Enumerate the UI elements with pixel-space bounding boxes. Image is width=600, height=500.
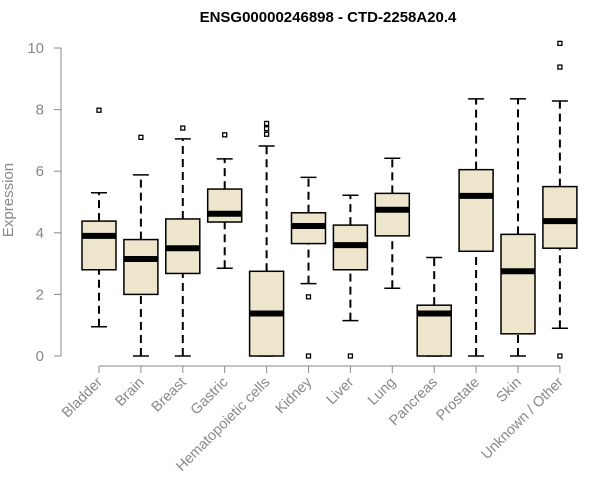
box-breast (165, 125, 201, 357)
outlier-point (263, 120, 270, 127)
box-hematopoietic-cells (248, 120, 285, 357)
outlier-point (180, 125, 186, 131)
box-gastric (206, 132, 243, 269)
box-brain (123, 134, 159, 357)
outlier-point (557, 64, 563, 70)
box-pancreas (416, 256, 452, 357)
outlier-point (263, 126, 270, 132)
outlier-point (263, 131, 270, 137)
x-tick-label: Brain (112, 375, 147, 410)
x-tick-label: Prostate (433, 375, 482, 424)
box-rect (458, 168, 494, 253)
box-rect (206, 188, 243, 223)
outlier-point (96, 107, 102, 113)
outlier-point (557, 40, 563, 47)
boxes-group (81, 40, 578, 359)
y-axis-label: Expression (0, 163, 17, 237)
outlier-point (557, 353, 563, 359)
box-bladder (81, 107, 117, 328)
x-tick-label: Bladder (59, 374, 106, 421)
x-tick-label: Breast (149, 375, 190, 416)
box-liver (332, 194, 369, 359)
box-lung (374, 157, 411, 289)
box-rect (81, 220, 117, 271)
x-tick-label: Skin (494, 375, 525, 406)
outlier-point (305, 294, 312, 300)
x-tick-label: Liver (324, 374, 358, 408)
y-tick-label: 6 (36, 163, 44, 180)
outlier-point (347, 353, 354, 359)
y-axis: 0 2 4 6 8 10 (27, 40, 62, 365)
x-tick-label: Lung (365, 375, 399, 409)
box-rect (123, 238, 159, 296)
y-tick-label: 2 (36, 286, 44, 303)
chart-title: ENSG00000246898 - CTD-2258A20.4 (200, 9, 457, 26)
outlier-point (222, 132, 228, 138)
box-rect (500, 233, 536, 335)
outlier-point (305, 353, 312, 359)
box-prostate (458, 98, 494, 357)
box-rect (542, 185, 578, 249)
box-rect (374, 192, 411, 237)
y-tick-label: 4 (36, 225, 44, 242)
outlier-point (138, 134, 144, 140)
box-skin (500, 98, 536, 357)
x-tick-label: Kidney (273, 374, 316, 417)
y-tick-label: 10 (27, 40, 44, 57)
y-tick-label: 8 (36, 102, 44, 119)
box-kidney (290, 176, 327, 359)
y-tick-label: 0 (36, 348, 44, 365)
box-unknown-other (542, 40, 578, 359)
